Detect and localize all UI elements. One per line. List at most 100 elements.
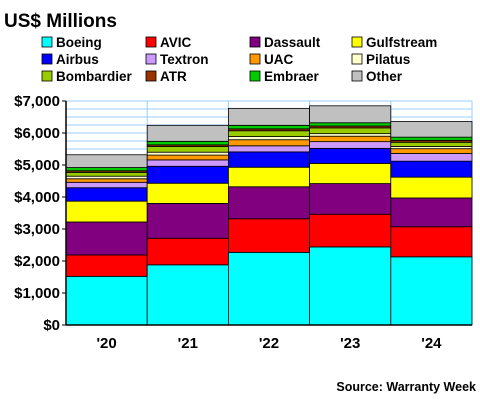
legend-label: AVIC bbox=[160, 35, 192, 50]
bar-segment-other bbox=[65, 154, 148, 168]
legend: Boeing AVIC Dassault Gulfstream Airbus Textro… bbox=[41, 35, 437, 84]
bar-segment-uac bbox=[146, 154, 229, 161]
bar-segment-other bbox=[227, 107, 310, 126]
bar-segment-gulfstream bbox=[65, 200, 148, 223]
bar-segment-avic bbox=[227, 218, 310, 253]
legend-swatch bbox=[351, 53, 363, 65]
chart-title: US$ Millions bbox=[4, 11, 117, 32]
legend-swatch bbox=[145, 53, 157, 65]
y-tick-label: $5,000 bbox=[14, 157, 60, 174]
legend-swatch bbox=[41, 53, 53, 65]
legend-item-embraer: Embraer bbox=[249, 69, 320, 84]
y-tick-label: $7,000 bbox=[14, 93, 60, 110]
bar-segment-dassault bbox=[309, 183, 392, 215]
legend-swatch bbox=[351, 70, 363, 82]
bar-segment-other bbox=[390, 121, 473, 138]
bar-segment-uac bbox=[65, 178, 148, 183]
legend-swatch bbox=[249, 36, 261, 48]
legend-item-uac: UAC bbox=[249, 52, 293, 67]
bar-segment-airbus bbox=[390, 160, 473, 178]
legend-swatch bbox=[351, 36, 363, 48]
bar-segment-gulfstream bbox=[390, 176, 473, 199]
bar-segment-avic bbox=[65, 254, 148, 277]
legend-item-bombardier: Bombardier bbox=[41, 69, 133, 84]
bar-segment-dassault bbox=[65, 221, 148, 256]
x-axis-ticks: '20 '21 '22 '23 '24 bbox=[96, 335, 442, 352]
bar-segment-other bbox=[146, 124, 229, 142]
bar-segment-textron bbox=[65, 181, 148, 189]
legend-swatch bbox=[249, 53, 261, 65]
legend-item-pilatus: Pilatus bbox=[351, 52, 410, 67]
bar-segment-bombardier bbox=[146, 146, 229, 153]
legend-item-boeing: Boeing bbox=[41, 35, 102, 50]
bar-segment-boeing bbox=[309, 246, 392, 326]
bar-segment-boeing bbox=[146, 264, 229, 326]
bar-stack bbox=[227, 107, 310, 326]
bar-segment-gulfstream bbox=[227, 166, 310, 188]
bar-segment-embraer bbox=[390, 136, 473, 141]
source-note: Source: Warranty Week bbox=[336, 380, 476, 394]
legend-swatch bbox=[249, 70, 261, 82]
legend-item-other: Other bbox=[351, 69, 403, 84]
bar-segment-other bbox=[309, 105, 392, 124]
y-tick-label: $1,000 bbox=[14, 285, 60, 302]
legend-label: Airbus bbox=[56, 52, 99, 67]
legend-item-atr: ATR bbox=[145, 69, 187, 84]
bar-segment-bombardier bbox=[65, 171, 148, 177]
legend-label: Gulfstream bbox=[366, 35, 437, 50]
legend-label: UAC bbox=[264, 52, 293, 67]
legend-label: Dassault bbox=[264, 35, 321, 50]
legend-label: Boeing bbox=[56, 35, 102, 50]
bar-segment-airbus bbox=[65, 187, 148, 202]
bar-segment-textron bbox=[309, 141, 392, 149]
axes bbox=[65, 101, 472, 326]
legend-label: Textron bbox=[160, 52, 209, 67]
bar-segment-avic bbox=[146, 237, 229, 266]
legend-item-textron: Textron bbox=[145, 52, 209, 67]
legend-label: Other bbox=[366, 69, 403, 84]
y-tick-label: $2,000 bbox=[14, 253, 60, 270]
x-tick-label: '21 bbox=[178, 335, 198, 352]
bar-segment-bombardier bbox=[227, 130, 310, 137]
legend-label: Embraer bbox=[264, 69, 320, 84]
bar-segment-bombardier bbox=[390, 141, 473, 147]
bar-segment-textron bbox=[390, 153, 473, 162]
bar-segment-embraer bbox=[309, 122, 392, 127]
x-tick-label: '22 bbox=[259, 335, 279, 352]
bar-segment-textron bbox=[146, 159, 229, 167]
y-tick-label: $0 bbox=[43, 317, 60, 334]
bar-segment-airbus bbox=[309, 147, 392, 164]
legend-swatch bbox=[145, 36, 157, 48]
bar-segment-dassault bbox=[227, 186, 310, 220]
bar-segment-boeing bbox=[390, 256, 473, 326]
bar-segment-gulfstream bbox=[309, 162, 392, 184]
x-tick-label: '24 bbox=[421, 335, 442, 352]
bar-segment-airbus bbox=[227, 151, 310, 168]
bar-segment-gulfstream bbox=[146, 182, 229, 204]
x-tick-label: '23 bbox=[340, 335, 360, 352]
legend-label: Bombardier bbox=[56, 69, 133, 84]
bar-stack bbox=[65, 154, 148, 326]
x-tick-label: '20 bbox=[96, 335, 116, 352]
bar-segment-uac bbox=[227, 139, 310, 147]
bar-segment-embraer bbox=[227, 124, 310, 130]
bar-segment-airbus bbox=[146, 165, 229, 184]
bars bbox=[65, 105, 473, 326]
y-tick-label: $4,000 bbox=[14, 189, 60, 206]
bar-stack bbox=[390, 121, 473, 326]
legend-label: ATR bbox=[160, 69, 187, 84]
y-tick-label: $3,000 bbox=[14, 221, 60, 238]
legend-swatch bbox=[41, 70, 53, 82]
bar-stack bbox=[146, 124, 229, 326]
bar-segment-pilatus bbox=[146, 151, 229, 156]
legend-item-dassault: Dassault bbox=[249, 35, 321, 50]
bar-segment-avic bbox=[390, 226, 473, 258]
legend-item-avic: AVIC bbox=[145, 35, 192, 50]
bar-segment-uac bbox=[309, 135, 392, 143]
bar-segment-uac bbox=[390, 148, 473, 154]
bar-segment-avic bbox=[309, 213, 392, 248]
bar-segment-boeing bbox=[65, 275, 148, 326]
plot-area: $0 $1,000 $2,000 $3,000 $4,000 $5,000 $6,000 $7… bbox=[14, 93, 473, 352]
bar-segment-bombardier bbox=[309, 127, 392, 135]
